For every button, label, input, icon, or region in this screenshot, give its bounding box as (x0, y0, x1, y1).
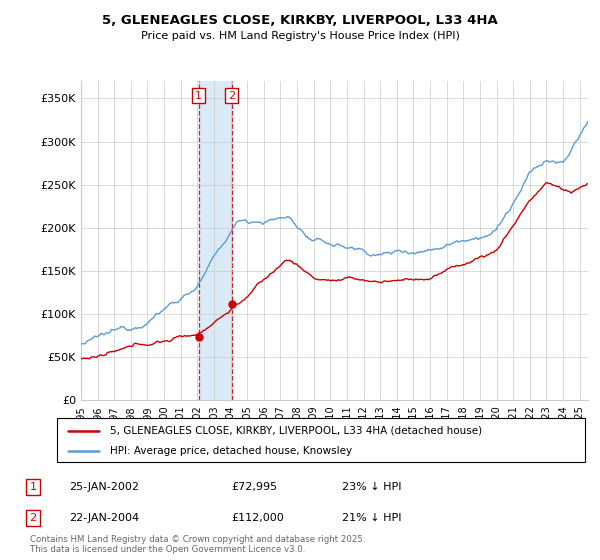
Text: 22-JAN-2004: 22-JAN-2004 (69, 513, 139, 523)
Text: £72,995: £72,995 (231, 482, 277, 492)
Text: 23% ↓ HPI: 23% ↓ HPI (342, 482, 401, 492)
Text: 1: 1 (29, 482, 37, 492)
Text: HPI: Average price, detached house, Knowsley: HPI: Average price, detached house, Know… (110, 446, 352, 456)
FancyBboxPatch shape (57, 418, 585, 462)
Text: 2: 2 (228, 91, 235, 101)
Bar (199, 81, 232, 400)
Text: 2: 2 (29, 513, 37, 523)
Text: 25-JAN-2002: 25-JAN-2002 (69, 482, 139, 492)
Text: 5, GLENEAGLES CLOSE, KIRKBY, LIVERPOOL, L33 4HA (detached house): 5, GLENEAGLES CLOSE, KIRKBY, LIVERPOOL, … (110, 426, 482, 436)
Text: 1: 1 (195, 91, 202, 101)
Text: Contains HM Land Registry data © Crown copyright and database right 2025.
This d: Contains HM Land Registry data © Crown c… (30, 535, 365, 554)
Text: 21% ↓ HPI: 21% ↓ HPI (342, 513, 401, 523)
Text: £112,000: £112,000 (231, 513, 284, 523)
Text: 5, GLENEAGLES CLOSE, KIRKBY, LIVERPOOL, L33 4HA: 5, GLENEAGLES CLOSE, KIRKBY, LIVERPOOL, … (102, 14, 498, 27)
Text: Price paid vs. HM Land Registry's House Price Index (HPI): Price paid vs. HM Land Registry's House … (140, 31, 460, 41)
